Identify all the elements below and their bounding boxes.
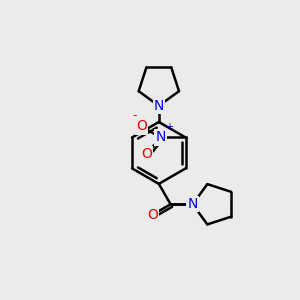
Text: -: -	[133, 109, 137, 122]
Text: N: N	[154, 99, 164, 113]
Text: O: O	[141, 147, 152, 161]
Text: O: O	[136, 119, 147, 134]
Text: N: N	[188, 197, 198, 211]
Text: +: +	[165, 122, 173, 132]
Text: N: N	[155, 130, 166, 145]
Text: O: O	[147, 208, 158, 222]
Text: N: N	[188, 197, 198, 211]
